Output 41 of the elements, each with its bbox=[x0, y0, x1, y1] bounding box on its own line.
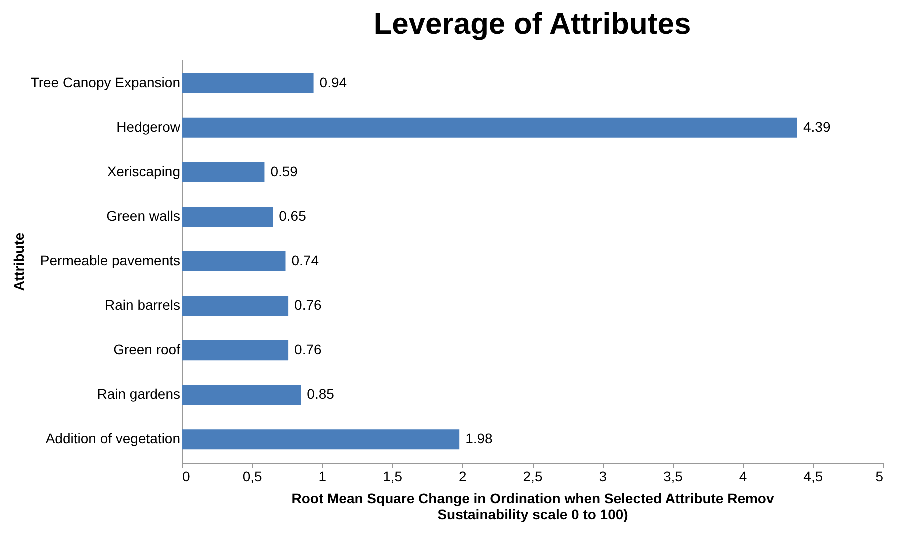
y-axis-title: Attribute bbox=[10, 232, 27, 292]
x-tick-label: 3 bbox=[599, 468, 608, 484]
bar bbox=[182, 118, 798, 138]
data-label: 0.94 bbox=[320, 74, 348, 90]
x-tick-label: 4,5 bbox=[804, 468, 824, 484]
y-tick-label: Rain gardens bbox=[97, 386, 180, 402]
y-tick-label: Permeable pavements bbox=[40, 252, 180, 268]
bar bbox=[182, 251, 286, 272]
y-tick-label: Hedgerow bbox=[116, 118, 182, 135]
bar bbox=[182, 340, 289, 361]
x-tick-label: 5 bbox=[876, 468, 884, 484]
bar bbox=[182, 73, 314, 94]
data-label: 0.74 bbox=[292, 252, 320, 268]
x-tick-label: 1 bbox=[318, 468, 327, 484]
y-tick-label: Tree Canopy Expansion bbox=[30, 74, 180, 90]
y-tick-label: Addition of vegetation bbox=[46, 430, 180, 447]
x-tick-label: 2 bbox=[459, 468, 467, 484]
x-axis-title: Root Mean Square Change in Ordination when Selected Attribute Remov Sustainability scale 0 to 100) bbox=[292, 490, 774, 522]
bar bbox=[182, 296, 289, 316]
y-tick-label: Rain barrels bbox=[105, 297, 180, 314]
data-label: 4.39 bbox=[803, 118, 831, 135]
x-tick-label: 1,5 bbox=[383, 468, 403, 484]
x-tick-label: 4 bbox=[739, 468, 748, 484]
y-tick-label: Xeriscaping bbox=[107, 163, 180, 180]
x-tick-label: 0,5 bbox=[242, 468, 263, 484]
bar bbox=[182, 430, 460, 450]
bar bbox=[182, 162, 265, 182]
y-tick-label: Green roof bbox=[114, 342, 181, 358]
bar bbox=[182, 385, 302, 406]
data-label: 0.76 bbox=[294, 342, 322, 358]
y-tick-label: Green walls bbox=[106, 208, 180, 224]
bar bbox=[182, 206, 274, 227]
data-label: 0.59 bbox=[270, 163, 298, 180]
data-label: 0.65 bbox=[279, 208, 307, 224]
x-tick-label: 0 bbox=[182, 468, 190, 484]
data-label: 0.76 bbox=[294, 297, 322, 314]
data-label: 1.98 bbox=[466, 430, 494, 447]
x-tick-label: 3,5 bbox=[663, 468, 684, 484]
x-tick-label: 2,5 bbox=[523, 468, 543, 484]
chart-title: Leverage of Attributes bbox=[374, 8, 692, 41]
data-label: 0.85 bbox=[307, 386, 335, 402]
